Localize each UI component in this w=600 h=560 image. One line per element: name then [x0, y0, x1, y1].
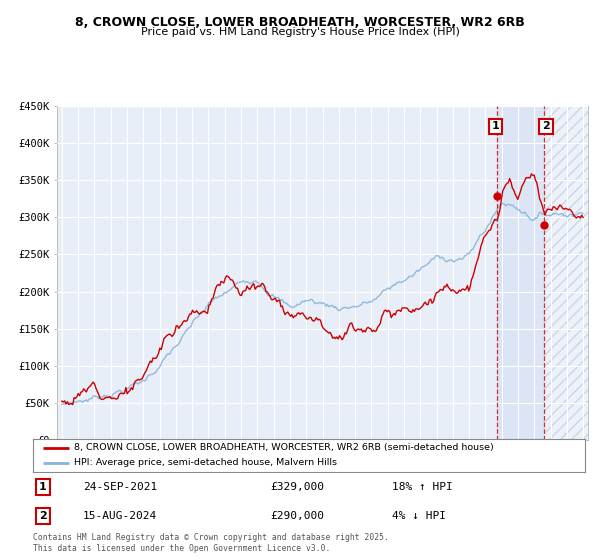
Text: 15-AUG-2024: 15-AUG-2024	[83, 511, 157, 521]
Text: 24-SEP-2021: 24-SEP-2021	[83, 482, 157, 492]
Text: 2: 2	[542, 122, 550, 132]
Text: 18% ↑ HPI: 18% ↑ HPI	[392, 482, 452, 492]
Text: Contains HM Land Registry data © Crown copyright and database right 2025.
This d: Contains HM Land Registry data © Crown c…	[33, 533, 389, 553]
Text: 2: 2	[39, 511, 47, 521]
Text: 8, CROWN CLOSE, LOWER BROADHEATH, WORCESTER, WR2 6RB (semi-detached house): 8, CROWN CLOSE, LOWER BROADHEATH, WORCES…	[74, 444, 494, 452]
Text: 4% ↓ HPI: 4% ↓ HPI	[392, 511, 446, 521]
Bar	[544, 106, 599, 440]
Text: £329,000: £329,000	[271, 482, 325, 492]
Bar	[544, 106, 599, 440]
Text: Price paid vs. HM Land Registry's House Price Index (HPI): Price paid vs. HM Land Registry's House …	[140, 27, 460, 37]
Bar	[497, 106, 599, 440]
Text: 8, CROWN CLOSE, LOWER BROADHEATH, WORCESTER, WR2 6RB: 8, CROWN CLOSE, LOWER BROADHEATH, WORCES…	[75, 16, 525, 29]
Text: 1: 1	[39, 482, 47, 492]
Text: 1: 1	[492, 122, 500, 132]
Text: £290,000: £290,000	[271, 511, 325, 521]
Text: HPI: Average price, semi-detached house, Malvern Hills: HPI: Average price, semi-detached house,…	[74, 458, 337, 467]
